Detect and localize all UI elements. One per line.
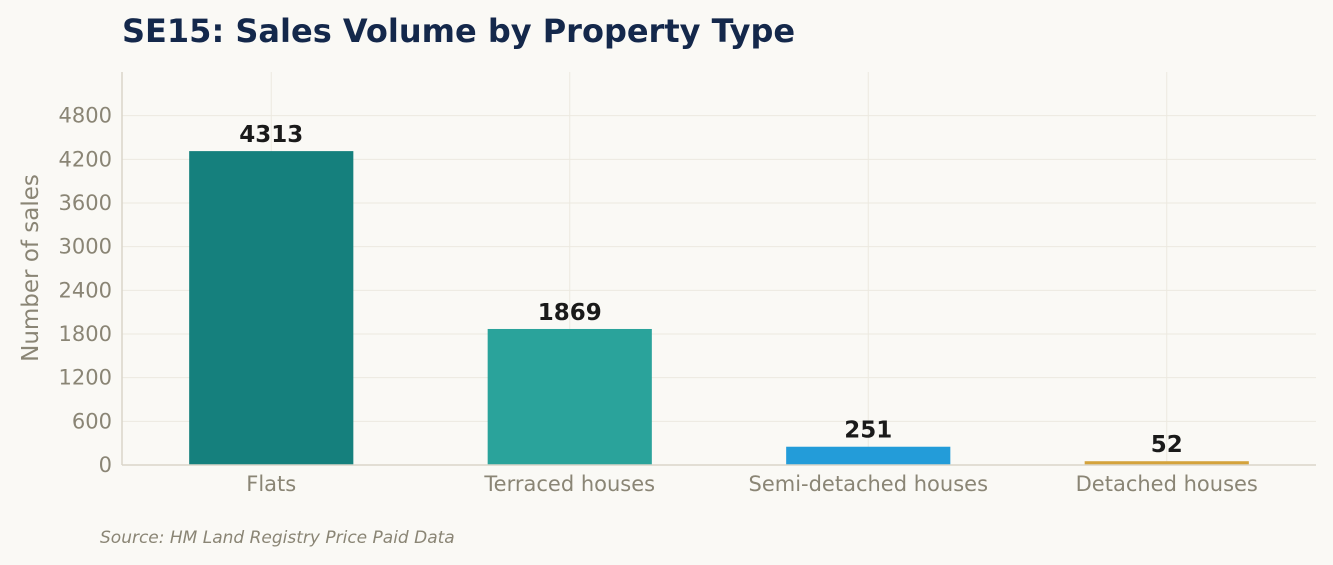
x-tick-label: Flats [246, 472, 296, 496]
x-tick-label: Terraced houses [483, 472, 655, 496]
data-labels: 4313 1869 251 52 [239, 122, 1183, 458]
bar [487, 328, 652, 465]
data-label: 4313 [239, 122, 303, 148]
data-label: 1869 [538, 300, 602, 326]
y-axis-ticks: 0 600 1200 1800 2400 3000 3600 4200 4800 [59, 104, 112, 477]
x-tick-label: Detached houses [1076, 472, 1258, 496]
x-axis-ticks: Flats Terraced houses Semi-detached houses… [246, 472, 1258, 496]
y-tick-label: 0 [99, 453, 112, 477]
x-tick-label: Semi-detached houses [748, 472, 988, 496]
y-tick-label: 3600 [59, 191, 112, 215]
y-axis-label: Number of sales [18, 174, 44, 362]
chart-title: SE15: Sales Volume by Property Type [122, 12, 795, 50]
y-tick-label: 1800 [59, 322, 112, 346]
y-tick-label: 3000 [59, 235, 112, 259]
bar [1084, 461, 1249, 465]
bar [786, 446, 951, 465]
bar [189, 151, 354, 466]
data-label: 251 [844, 418, 892, 444]
source-note: Source: HM Land Registry Price Paid Data [100, 528, 455, 548]
y-tick-label: 1200 [59, 366, 112, 390]
y-tick-label: 4200 [59, 147, 112, 171]
bars [189, 151, 1249, 466]
y-tick-label: 2400 [59, 278, 112, 302]
y-tick-label: 600 [72, 409, 112, 433]
y-tick-label: 4800 [59, 104, 112, 128]
data-label: 52 [1151, 432, 1183, 458]
